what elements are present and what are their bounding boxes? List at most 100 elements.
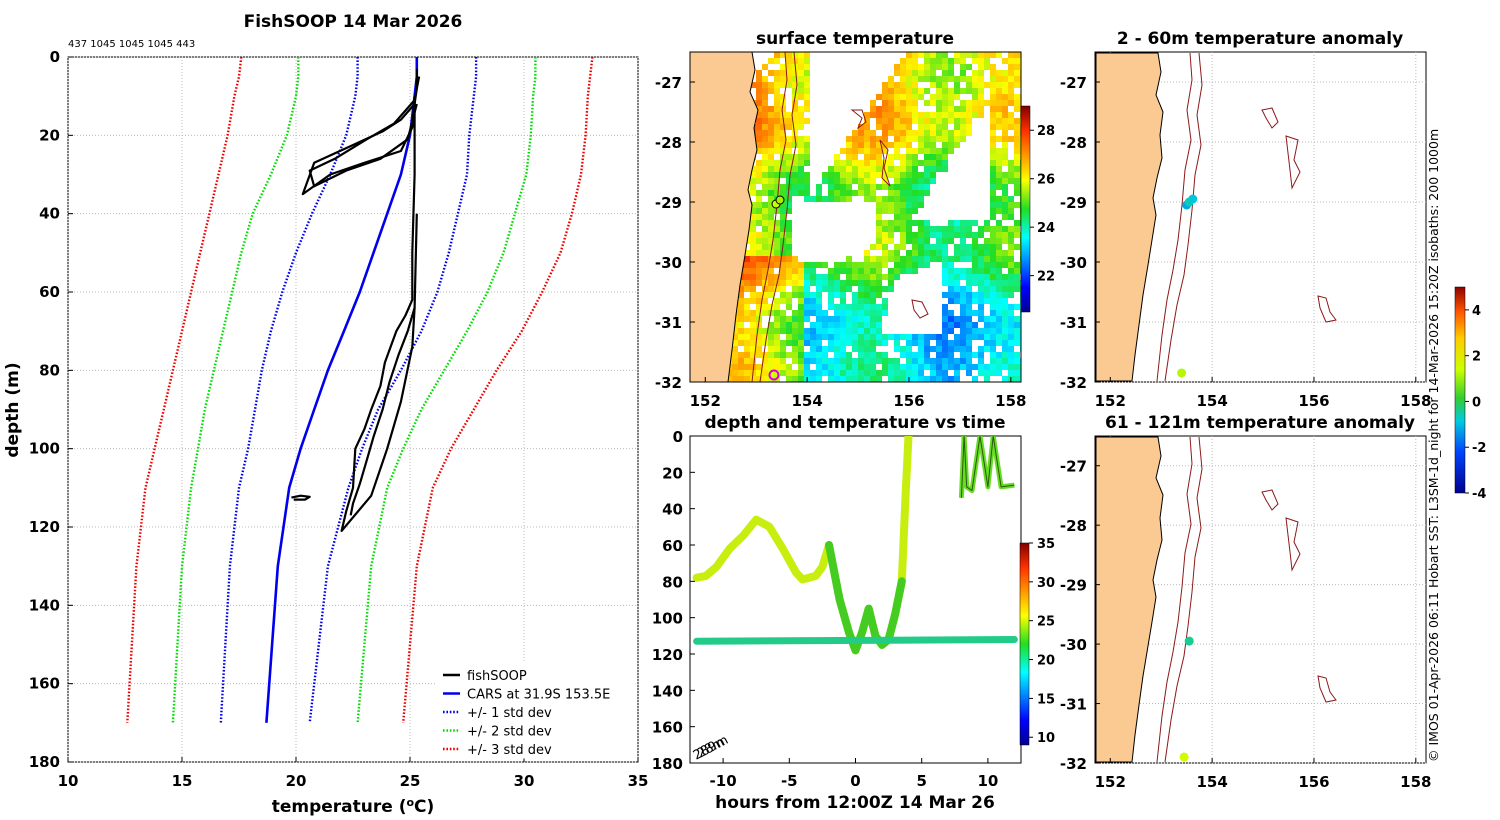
sst-cell (960, 226, 966, 232)
sst-cell (972, 100, 978, 106)
sst-cell (1014, 304, 1020, 310)
sst-cell (912, 64, 918, 70)
sst-cell (882, 184, 888, 190)
profile-ytick-label: 60 (39, 283, 60, 301)
sst-cell (1008, 76, 1014, 82)
sst-cell (804, 358, 810, 364)
sst-cell (942, 328, 948, 334)
sst-cell (930, 376, 936, 382)
sst-cell (1002, 322, 1008, 328)
sst-cell (942, 148, 948, 154)
sst-cell (750, 250, 756, 256)
sst-cell (948, 340, 954, 346)
sst-cell (768, 136, 774, 142)
sst-cell (948, 280, 954, 286)
sst-cell (1002, 112, 1008, 118)
sst-cell (744, 370, 750, 376)
sst-cell (804, 52, 810, 58)
profile-series (126, 57, 594, 723)
sst-cell (918, 334, 924, 340)
sst-cell (1008, 346, 1014, 352)
sst-cell (942, 52, 948, 58)
sst-cell (996, 286, 1002, 292)
sst-cell (936, 58, 942, 64)
sst-cell (780, 202, 786, 208)
sst-cell (786, 256, 792, 262)
sst-cell (996, 124, 1002, 130)
ts-cbar-label: 25 (1037, 615, 1055, 630)
sst-cell (804, 334, 810, 340)
sst-cell (978, 352, 984, 358)
sst-cell (810, 310, 816, 316)
sst-cell (990, 286, 996, 292)
ts-ytick-label: 180 (652, 755, 683, 773)
sst-cell (864, 256, 870, 262)
sst-cell (780, 214, 786, 220)
sst-cell (1002, 286, 1008, 292)
sst-cell (978, 100, 984, 106)
sst-cell (996, 238, 1002, 244)
sst-cell (876, 256, 882, 262)
sst-cell (966, 370, 972, 376)
sst-cell (834, 352, 840, 358)
sst-cell (978, 226, 984, 232)
sst-cell (924, 100, 930, 106)
sst-cell (804, 316, 810, 322)
sst-cell (966, 364, 972, 370)
sst-cell (864, 112, 870, 118)
sst-cell (780, 298, 786, 304)
sst-cell (780, 94, 786, 100)
sst-cell (948, 322, 954, 328)
sst-cell (792, 124, 798, 130)
sst-cell (882, 148, 888, 154)
profile-series-line (340, 100, 416, 533)
sst-cell (792, 346, 798, 352)
sst-cell (864, 160, 870, 166)
sst-cell (774, 274, 780, 280)
sst-cell (768, 352, 774, 358)
sst-cell (882, 244, 888, 250)
sst-cell (798, 274, 804, 280)
sst-cell (912, 262, 918, 268)
sst-cell (930, 178, 936, 184)
sst-cell (1014, 136, 1020, 142)
sst-cell (966, 220, 972, 226)
sst-cell (846, 196, 852, 202)
sst-cell (1002, 364, 1008, 370)
profile-ytick-label: 120 (29, 518, 60, 536)
sst-cell (918, 52, 924, 58)
sst-cell (966, 286, 972, 292)
sst-cell (852, 322, 858, 328)
sst-cell (750, 286, 756, 292)
sst-isobath-1000 (759, 52, 798, 382)
sst-cell (942, 70, 948, 76)
sst-cell (744, 304, 750, 310)
sst-cell (948, 148, 954, 154)
sst-cell (882, 100, 888, 106)
sst-cell (942, 100, 948, 106)
sst-cell (960, 334, 966, 340)
sst-cell (1014, 328, 1020, 334)
sst-cell (810, 370, 816, 376)
sst-cell (726, 376, 732, 382)
sst-cell (804, 136, 810, 142)
sst-cell (888, 226, 894, 232)
sst-cell (792, 112, 798, 118)
sst-cell (834, 154, 840, 160)
sst-title: surface temperature (756, 29, 954, 49)
sst-cell (882, 208, 888, 214)
sst-cell (744, 310, 750, 316)
sst-cell (774, 208, 780, 214)
sst-cell (894, 88, 900, 94)
sst-cell (924, 262, 930, 268)
sst-cell (852, 370, 858, 376)
sst-cell (900, 196, 906, 202)
sst-cell (840, 298, 846, 304)
sst-cell (870, 280, 876, 286)
sst-cell (810, 352, 816, 358)
sst-cell (930, 256, 936, 262)
sst-cell (996, 52, 1002, 58)
sst-cell (990, 298, 996, 304)
sst-cell (960, 250, 966, 256)
sst-cell (804, 190, 810, 196)
